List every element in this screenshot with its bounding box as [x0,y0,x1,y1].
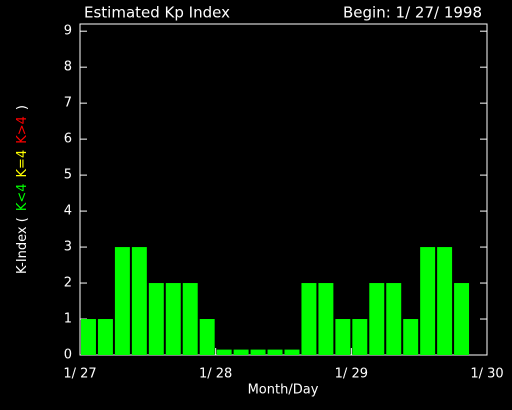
y-tick-label: 5 [64,168,72,183]
y-axis-label-part: K>4 [15,116,30,144]
y-tick-label: 2 [64,276,72,291]
bar [352,319,368,355]
bar [437,247,453,355]
y-tick-label: 4 [64,204,72,219]
bar [182,283,198,355]
bar [454,283,470,355]
x-tick-label: 1/ 28 [199,367,232,382]
y-tick-label: 0 [64,348,72,363]
bar [267,349,283,355]
bar [420,247,436,355]
y-tick-label: 8 [64,60,72,75]
bar [216,349,232,355]
y-axis-label-part: ) [15,105,30,110]
plot-frame [79,23,488,356]
bar [403,319,419,355]
x-tick-label: 1/ 30 [470,367,503,382]
bar [369,283,385,355]
y-tick-label: 6 [64,132,72,147]
y-axis-label: K-Index ( K<4 K=4 K>4) [15,105,30,274]
bar [386,283,402,355]
y-tick-label: 7 [64,96,72,111]
y-tick-label: 9 [64,24,72,39]
y-axis-label-part: K=4 [15,150,30,178]
bar [250,349,266,355]
bar [131,247,147,355]
y-axis-label-part: K-Index ( [15,217,30,274]
bar [97,319,113,355]
x-tick-label: 1/ 29 [335,367,368,382]
bar [284,349,300,355]
bar [165,283,181,355]
bar [318,283,334,355]
bar [81,319,96,355]
bar [233,349,249,355]
y-axis-label-part: K<4 [15,183,30,211]
chart-title: Estimated Kp Index [84,4,230,22]
bar [114,247,130,355]
x-tick-label: 1/ 27 [63,367,96,382]
bar [335,319,351,355]
bar [199,319,215,355]
chart-subtitle: Begin: 1/ 27/ 1998 [343,4,482,22]
x-axis-label: Month/Day [248,383,319,398]
bar [301,283,317,355]
y-tick-label: 3 [64,240,72,255]
y-tick-label: 1 [64,312,72,327]
bar [148,283,164,355]
